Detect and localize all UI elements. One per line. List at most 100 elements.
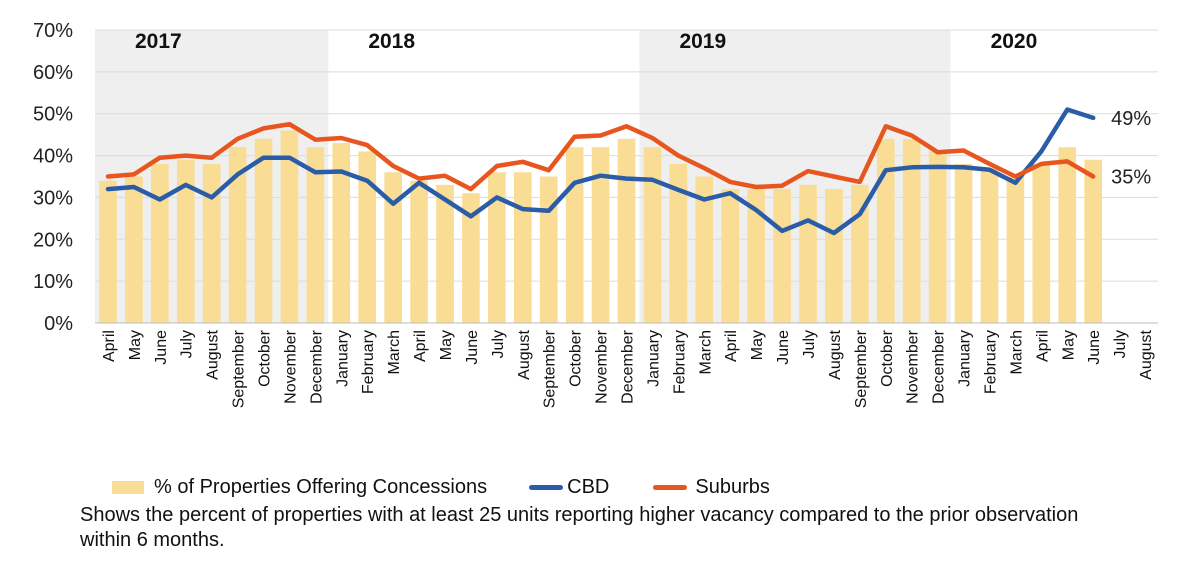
chart-note: Shows the percent of properties with at … (80, 504, 1079, 551)
bar-3 (176, 159, 195, 323)
bar-10 (358, 151, 377, 323)
x-tick-label: March (697, 330, 714, 374)
bar-18 (565, 147, 584, 323)
bar-21 (643, 147, 662, 323)
y-tick-label: 40% (33, 146, 73, 168)
x-tick-label: February (671, 330, 688, 394)
x-tick-label: August (516, 329, 533, 379)
year-label-2017: 2017 (135, 30, 182, 53)
bar-11 (384, 172, 402, 323)
concession-bars (99, 130, 1102, 323)
x-tick-label: July (801, 330, 818, 358)
x-tick-label: September (231, 329, 248, 408)
bar-24 (721, 189, 740, 323)
legend-label-suburbs: Suburbs (695, 476, 770, 498)
bar-2 (151, 163, 169, 323)
bar-33 (954, 163, 973, 323)
x-tick-label: May (1060, 330, 1077, 360)
bar-36 (1032, 163, 1051, 323)
bar-13 (436, 184, 454, 323)
end-labels: 49% 35% (1111, 108, 1151, 189)
bar-0 (99, 180, 117, 323)
y-tick-label: 10% (33, 271, 73, 293)
x-tick-label: May (127, 330, 144, 360)
x-tick-label: June (153, 330, 170, 365)
year-labels: 2017 2018 2019 2020 (135, 30, 1037, 53)
y-tick-label: 70% (33, 20, 73, 42)
year-label-2020: 2020 (991, 30, 1038, 53)
bar-34 (980, 168, 999, 323)
bar-20 (617, 138, 636, 323)
x-tick-label: July (1112, 330, 1129, 358)
y-tick-label: 0% (44, 313, 73, 335)
x-tick-label: October (257, 329, 274, 387)
bar-6 (254, 138, 273, 323)
end-label-cbd: 49% (1111, 108, 1151, 130)
bar-15 (488, 172, 506, 323)
x-tick-label: April (101, 330, 118, 362)
bar-5 (228, 147, 247, 323)
x-tick-label: October (879, 329, 896, 387)
x-tick-label: June (1086, 330, 1103, 365)
x-tick-label: December (620, 329, 637, 403)
bar-19 (591, 147, 610, 323)
bar-17 (539, 176, 558, 323)
x-tick-label: September (853, 329, 870, 408)
y-tick-label: 30% (33, 187, 73, 209)
year-label-2018: 2018 (368, 30, 415, 53)
bar-8 (306, 147, 325, 323)
legend-item-suburbs: Suburbs (653, 476, 770, 499)
bar-22 (669, 163, 688, 323)
x-tick-label: August (205, 329, 222, 379)
x-tick-label: May (749, 330, 766, 360)
x-tick-label: September (542, 329, 559, 408)
series-lines (105, 107, 1096, 236)
x-tick-label: April (1034, 330, 1051, 362)
year-label-2019: 2019 (679, 30, 726, 53)
chart: 0% 10% 20% 30% 40% 50% 60% 70% April May June July… (33, 20, 1158, 408)
x-tick-label: January (334, 330, 351, 387)
x-tick-label: December (931, 329, 948, 403)
line-cbd (105, 107, 1096, 236)
y-tick-label: 50% (33, 104, 73, 126)
bar-31 (902, 138, 921, 323)
legend-item-concessions: % of Properties Offering Concessions (112, 476, 487, 499)
legend-swatch-concessions (112, 481, 144, 494)
bar-7 (280, 130, 299, 323)
x-tick-label: April (723, 330, 740, 362)
x-tick-label: January (957, 330, 974, 387)
x-tick-label: June (464, 330, 481, 365)
legend-swatch-cbd (529, 485, 564, 490)
x-tick-label: February (360, 330, 377, 394)
bar-12 (410, 180, 428, 323)
x-tick-label: January (645, 330, 662, 387)
bar-27 (799, 184, 817, 323)
bar-35 (1006, 176, 1025, 323)
y-axis: 0% 10% 20% 30% 40% 50% 60% 70% (33, 20, 73, 335)
x-tick-label: December (308, 329, 325, 403)
x-tick-label: August (827, 329, 844, 379)
bar-9 (332, 143, 351, 323)
legend-label-cbd: CBD (567, 476, 610, 498)
bar-32 (928, 151, 947, 323)
x-tick-label: November (594, 329, 611, 403)
bar-23 (695, 176, 714, 323)
x-tick-label: March (386, 330, 403, 374)
y-tick-label: 60% (33, 62, 73, 84)
bar-26 (773, 189, 791, 323)
y-tick-label: 20% (33, 229, 73, 251)
x-tick-label: November (282, 329, 299, 403)
bar-25 (747, 189, 765, 323)
legend: % of Properties Offering Concessions CBD… (112, 476, 812, 499)
legend-label-concessions: % of Properties Offering Concessions (154, 476, 488, 498)
x-tick-label: November (905, 329, 922, 403)
x-tick-label: April (412, 330, 429, 362)
legend-item-cbd: CBD (529, 476, 609, 499)
x-tick-label: October (568, 329, 585, 387)
x-axis: April May June July August September October No… (95, 322, 1158, 408)
bar-37 (1058, 147, 1077, 323)
bar-30 (876, 138, 895, 323)
legend-swatch-suburbs (653, 485, 688, 490)
x-tick-label: August (1138, 329, 1155, 379)
end-label-suburbs: 35% (1111, 167, 1151, 189)
